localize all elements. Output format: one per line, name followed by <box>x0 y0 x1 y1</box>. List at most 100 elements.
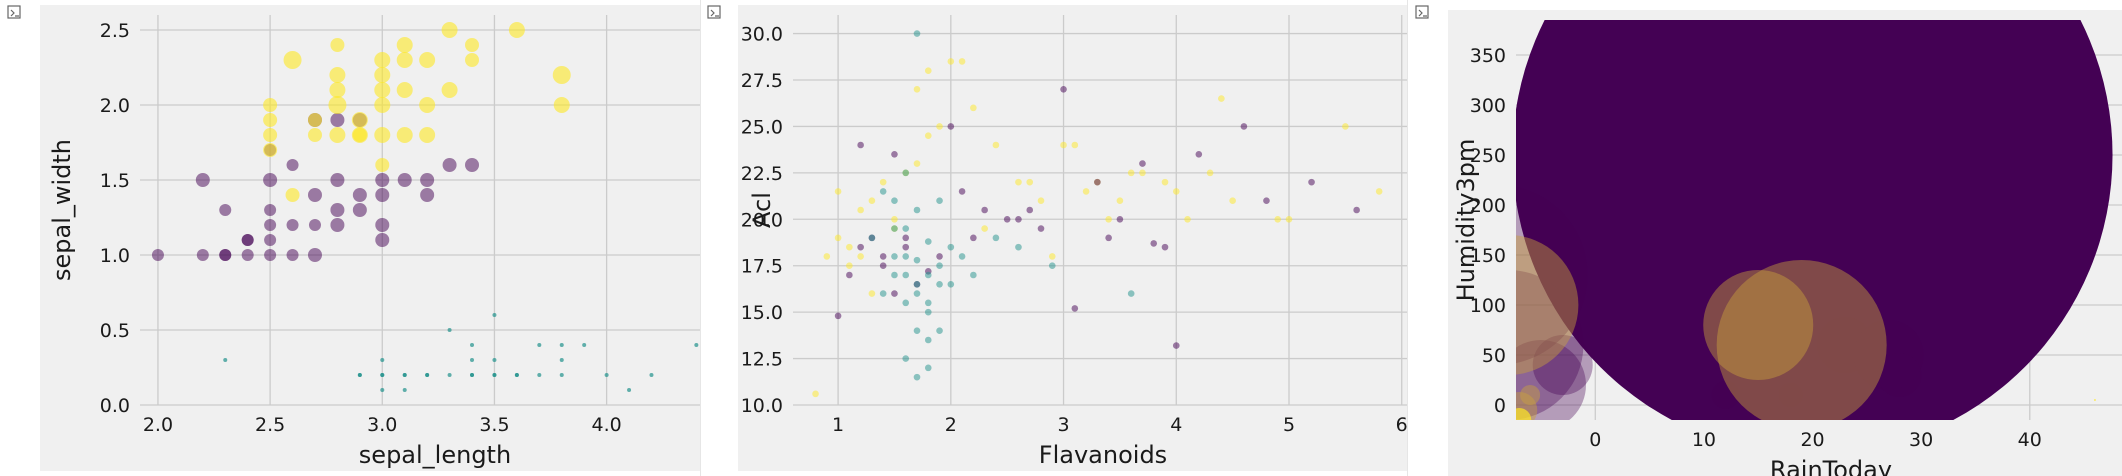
scatter-point <box>470 373 475 377</box>
scatter-point <box>397 173 412 187</box>
scatter-point <box>1240 123 1248 130</box>
scatter-point <box>470 343 475 347</box>
scatter-point <box>958 58 966 65</box>
output-toggle-icon[interactable] <box>706 4 724 22</box>
scatter-point <box>902 234 910 242</box>
scatter-point <box>913 85 921 93</box>
scatter-point <box>947 58 955 65</box>
y-tick-label: 15.0 <box>741 302 783 324</box>
scatter-point <box>627 388 632 392</box>
y-axis-label: Humidity3pm <box>1452 139 1480 302</box>
scatter-point <box>1172 342 1180 349</box>
scatter-point <box>1082 188 1090 195</box>
y-tick-label: 50 <box>1482 345 1506 367</box>
scatter-point <box>1206 169 1214 177</box>
scatter-point <box>419 97 436 113</box>
scatter-point <box>891 215 898 223</box>
scatter-point <box>1711 381 1740 409</box>
scatter-point <box>924 67 932 75</box>
y-tick-label: 0 <box>1494 395 1506 417</box>
y-tick-label: 200 <box>1470 195 1506 217</box>
scatter-point <box>1263 197 1270 205</box>
scatter-point <box>1778 383 1803 407</box>
y-tick-label: 0.0 <box>100 395 130 417</box>
data-points <box>812 30 1383 398</box>
y-axis-label: Acl <box>748 192 776 228</box>
y-tick-label: 2.5 <box>100 20 130 42</box>
scatter-point <box>1218 95 1225 102</box>
scatter-point <box>1037 225 1045 232</box>
scatter-point <box>307 113 322 127</box>
scatter-point <box>970 104 977 112</box>
scatter-point <box>328 96 347 114</box>
scatter-point <box>1161 243 1169 251</box>
y-tick-label: 10.0 <box>741 395 783 417</box>
scatter-point <box>307 128 322 142</box>
scatter-point <box>1195 150 1203 158</box>
scatter-point <box>936 123 943 130</box>
scatter-point <box>263 143 278 157</box>
scatter-point <box>1184 215 1191 223</box>
scatter-point <box>470 358 475 362</box>
scatter-point <box>891 225 898 232</box>
scatter-point <box>447 373 452 377</box>
scatter-point <box>694 343 699 347</box>
scatter-point <box>913 206 921 214</box>
plot-background <box>40 5 700 471</box>
cell-divider <box>1407 0 1408 476</box>
y-tick-label: 300 <box>1470 95 1506 117</box>
scatter-point <box>2093 399 2096 401</box>
y-tick-label: 12.5 <box>741 349 783 371</box>
scatter-point <box>1105 215 1112 223</box>
x-tick-label: 5 <box>1283 414 1295 436</box>
scatter-point <box>352 128 367 142</box>
scatter-point <box>1274 215 1282 223</box>
scatter-point <box>1139 169 1146 177</box>
scatter-point <box>1071 141 1079 149</box>
x-tick-label: 3 <box>1057 414 1069 436</box>
scatter-point <box>559 343 564 347</box>
scatter-point <box>649 373 654 377</box>
scatter-point <box>492 373 497 377</box>
scatter-point <box>380 388 385 392</box>
output-toggle-icon[interactable] <box>1414 4 1432 22</box>
x-tick-label: 2.5 <box>255 414 285 436</box>
scatter-point <box>402 373 407 377</box>
scatter-point <box>1853 320 1924 390</box>
scatter-point <box>924 336 932 344</box>
scatter-point <box>307 248 322 262</box>
scatter-point <box>1342 123 1349 130</box>
scatter-point <box>1516 235 1579 375</box>
scatter-point <box>1516 408 1532 420</box>
scatter-point <box>219 249 232 261</box>
scatter-point <box>1060 141 1067 149</box>
scatter-point <box>374 52 391 68</box>
scatter-point <box>1048 262 1056 270</box>
scatter-point <box>936 197 943 205</box>
scatter-point <box>1037 197 1045 205</box>
scatter-point <box>375 173 390 187</box>
scatter-point <box>195 173 210 187</box>
scatter-point <box>902 225 910 232</box>
scatter-point <box>425 373 430 377</box>
y-tick-label: 1.0 <box>100 245 130 267</box>
scatter-point <box>286 159 299 171</box>
output-toggle-icon[interactable] <box>6 4 24 22</box>
x-tick-label: 0 <box>1589 429 1601 451</box>
scatter-point <box>308 219 321 231</box>
x-tick-label: 40 <box>2018 429 2042 451</box>
chart-iris-scatter: 2.02.53.03.54.04.50.00.51.01.52.02.5sepa… <box>40 5 700 471</box>
y-tick-label: 1.5 <box>100 170 130 192</box>
scatter-point <box>1520 385 1541 405</box>
scatter-point <box>1516 186 1588 364</box>
scatter-point <box>514 373 519 377</box>
scatter-point <box>879 253 887 260</box>
scatter-point <box>1116 197 1124 205</box>
scatter-point <box>396 52 413 68</box>
data-points <box>151 22 699 392</box>
scatter-point <box>420 188 435 202</box>
scatter-point <box>441 22 458 38</box>
scatter-point <box>902 355 910 362</box>
scatter-point <box>402 388 407 392</box>
scatter-point <box>263 113 278 127</box>
